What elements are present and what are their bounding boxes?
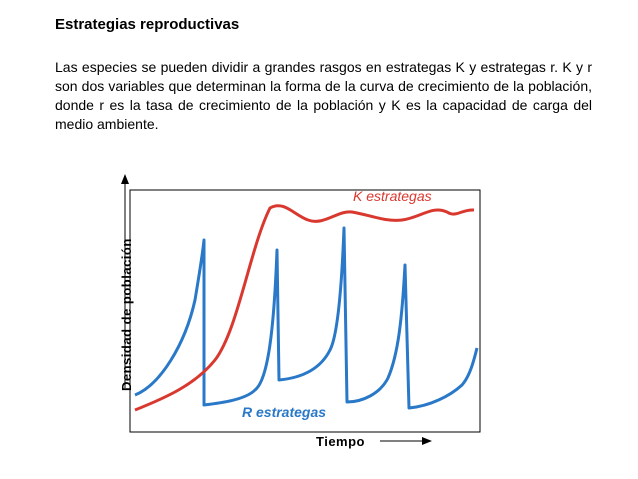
y-axis-label: Densidad de población: [119, 238, 134, 391]
k-strategist-curve: [134, 204, 475, 412]
r-strategist-label: R estrategas: [242, 404, 326, 420]
k-strategist-label: K estrategas: [353, 188, 432, 204]
y-axis-arrow-head: [121, 174, 129, 184]
intro-paragraph: Las especies se pueden dividir a grandes…: [55, 59, 592, 132]
x-axis-arrow-head: [422, 437, 432, 445]
x-axis-label: Tiempo: [316, 434, 365, 449]
plot-frame: [129, 189, 481, 433]
page-title: Estrategias reproductivas: [55, 16, 240, 33]
r-strategist-curve: [134, 226, 479, 410]
